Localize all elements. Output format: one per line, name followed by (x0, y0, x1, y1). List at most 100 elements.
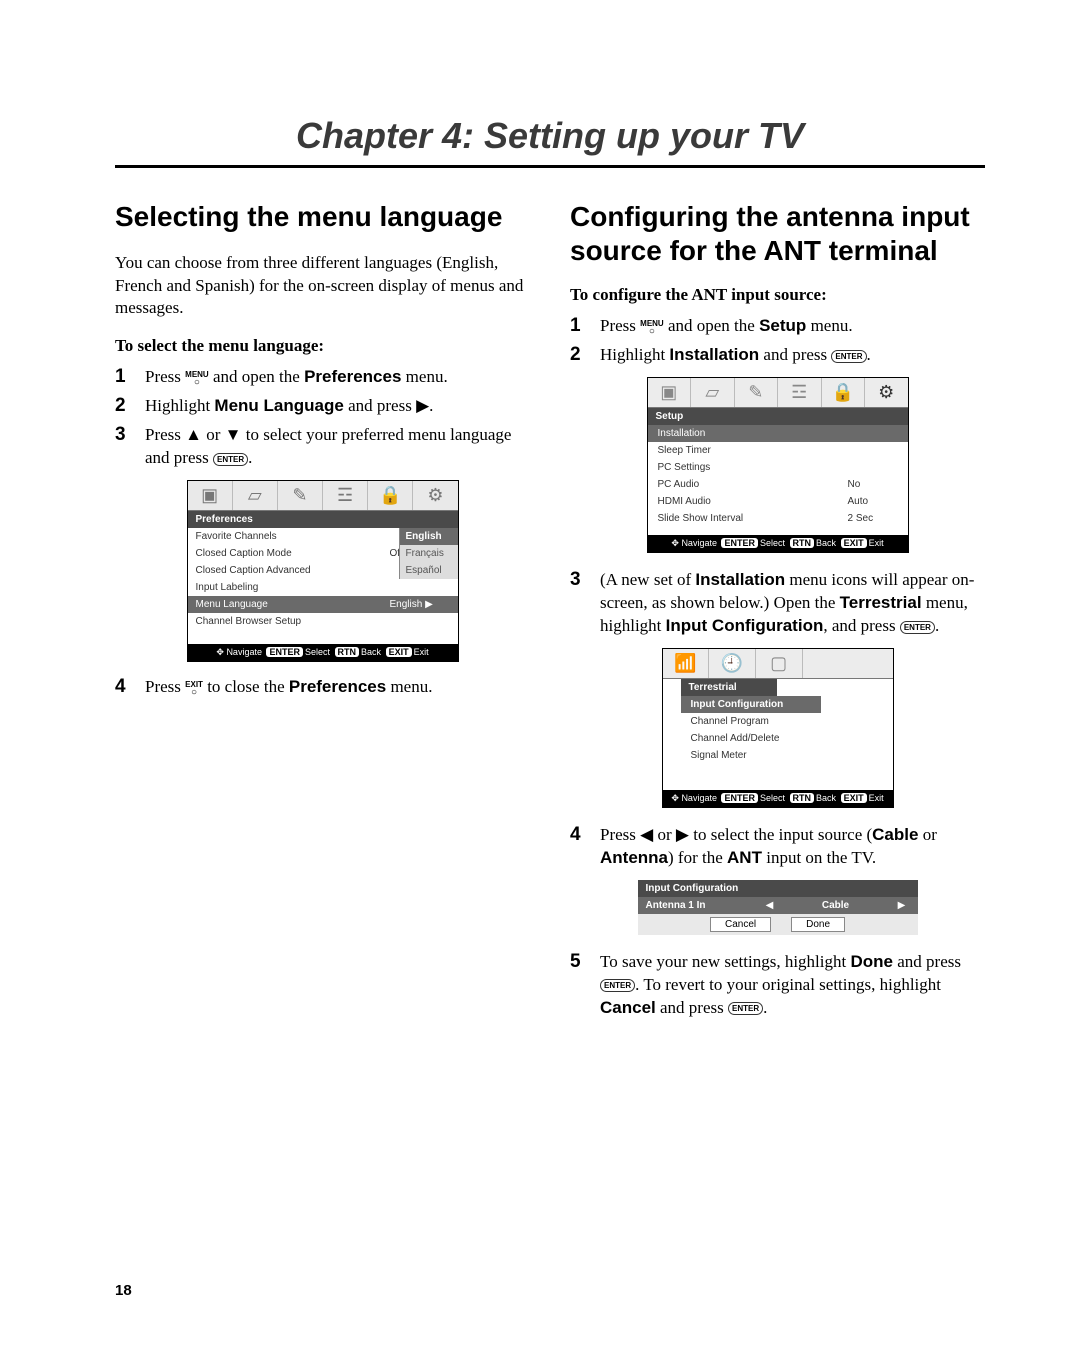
osd-row: Channel Add/Delete (681, 730, 821, 747)
right-arrow-icon: ▶ (886, 897, 918, 914)
osd-row: Channel Program (681, 713, 821, 730)
lock-icon: 🔒 (368, 481, 413, 510)
step-list-right-2: 3 (A new set of Installation menu icons … (570, 569, 985, 638)
apps-icon: ✎ (735, 378, 779, 407)
option-espanol: Español (400, 562, 458, 579)
step-number: 3 (115, 424, 129, 470)
setup-icon: ⚙ (413, 481, 457, 510)
osd-rows: English Français Español Favorite Channe… (188, 528, 458, 644)
step-body: Press MENU○ and open the Preferences men… (145, 366, 530, 389)
osd-row: Channel Browser Setup (188, 613, 458, 630)
step-list-right-4: 5 To save your new settings, highlight D… (570, 951, 985, 1020)
text: . (763, 998, 767, 1017)
text: and press (656, 998, 728, 1017)
intro-paragraph: You can choose from three different lang… (115, 252, 530, 321)
text: and open the (664, 316, 759, 335)
text: Highlight (600, 345, 669, 364)
text: and press (893, 952, 961, 971)
up-arrow-icon: ▲ (185, 425, 202, 444)
step-body: To save your new settings, highlight Don… (600, 951, 985, 1020)
step-body: Press EXIT○ to close the Preferences men… (145, 676, 530, 699)
osd-tab-label: Setup (648, 408, 908, 425)
step-number: 4 (570, 824, 584, 870)
subhead-right: To configure the ANT input source: (570, 285, 985, 305)
audio-icon: ▱ (691, 378, 735, 407)
option-francais: Français (400, 545, 458, 562)
step-number: 3 (570, 569, 584, 638)
enter-key-icon: ENTER (900, 621, 935, 634)
ui-label: Terrestrial (840, 593, 922, 612)
antenna-icon: 📶 (663, 649, 710, 678)
input-config-buttons: Cancel Done (638, 914, 918, 935)
input-label: Antenna 1 In (638, 897, 754, 914)
input-config-bar: Antenna 1 In ◀ Cable ▶ (638, 897, 918, 914)
step-number: 1 (570, 315, 584, 338)
ui-label: Cancel (600, 998, 656, 1017)
lock-icon: 🔒 (822, 378, 866, 407)
text: and press (344, 396, 416, 415)
clock-icon: 🕘 (709, 649, 756, 678)
ui-label: ANT (727, 848, 762, 867)
step-body: Press MENU○ and open the Setup menu. (600, 315, 985, 338)
ui-label: Preferences (304, 367, 401, 386)
step-number: 5 (570, 951, 584, 1020)
chapter-rule (115, 165, 985, 168)
osd-top-icons: ▣ ▱ ✎ ☲ 🔒 ⚙ (648, 378, 908, 408)
step-list-right-3: 4 Press ◀ or ▶ to select the input sourc… (570, 824, 985, 870)
ui-label: Menu Language (214, 396, 343, 415)
text: or (653, 825, 676, 844)
osd-row: PC Settings (648, 459, 908, 476)
step-list-left: 1 Press MENU○ and open the Preferences m… (115, 366, 530, 470)
cancel-button: Cancel (710, 917, 771, 932)
text: or (918, 825, 936, 844)
system-icon: ▢ (756, 649, 803, 678)
ui-label: Done (850, 952, 893, 971)
enter-key-icon: ENTER (831, 350, 866, 363)
step-number: 2 (570, 344, 584, 367)
osd-top-icons: 📶 🕘 ▢ (663, 649, 893, 679)
left-column: Selecting the menu language You can choo… (115, 200, 530, 1026)
text: Press (600, 316, 640, 335)
text: input on the TV. (762, 848, 876, 867)
text: . (867, 345, 871, 364)
text: Press (145, 677, 185, 696)
osd-hint-bar: ✥ Navigate ENTERSelect RTNBack EXITExit (663, 790, 893, 807)
right-arrow-icon: ▶ (676, 825, 689, 844)
text: Press (145, 425, 185, 444)
left-arrow-icon: ◀ (640, 825, 653, 844)
subhead-left: To select the menu language: (115, 336, 530, 356)
exit-key-icon: EXIT○ (185, 680, 203, 697)
text: and open the (209, 367, 304, 386)
pref-icon: ☲ (323, 481, 368, 510)
osd-hint-bar: ✥ Navigate ENTERSelect RTNBack EXITExit (188, 644, 458, 661)
osd-row: Signal Meter (681, 747, 821, 764)
step-list-left-2: 4 Press EXIT○ to close the Preferences m… (115, 676, 530, 699)
apps-icon: ✎ (278, 481, 323, 510)
text: and press (759, 345, 831, 364)
step-list-right: 1 Press MENU○ and open the Setup menu. 2… (570, 315, 985, 367)
osd-row: PC AudioNo (648, 476, 908, 493)
text: menu. (401, 367, 447, 386)
chapter-title: Chapter 4: Setting up your TV (115, 115, 985, 157)
text: . (429, 396, 433, 415)
text: Press (145, 367, 185, 386)
ui-label: Input Configuration (666, 616, 824, 635)
text: to close the (203, 677, 289, 696)
right-arrow-icon: ▶ (416, 396, 429, 415)
text: , and press (823, 616, 899, 635)
text: ) for the (668, 848, 727, 867)
text: Press (600, 825, 640, 844)
preferences-osd: ▣ ▱ ✎ ☲ 🔒 ⚙ Preferences English Français… (187, 480, 459, 662)
osd-row-highlighted: Input Configuration (681, 696, 821, 713)
ui-label: Preferences (289, 677, 386, 696)
setup-icon: ⚙ (865, 378, 908, 407)
text: menu. (806, 316, 852, 335)
text: (A new set of (600, 570, 695, 589)
enter-key-icon: ENTER (213, 453, 248, 466)
osd-tab-label: Preferences (188, 511, 458, 528)
ui-label: Setup (759, 316, 806, 335)
audio-icon: ▱ (233, 481, 278, 510)
text: . (935, 616, 939, 635)
enter-key-icon: ENTER (728, 1002, 763, 1015)
pref-icon: ☲ (778, 378, 822, 407)
